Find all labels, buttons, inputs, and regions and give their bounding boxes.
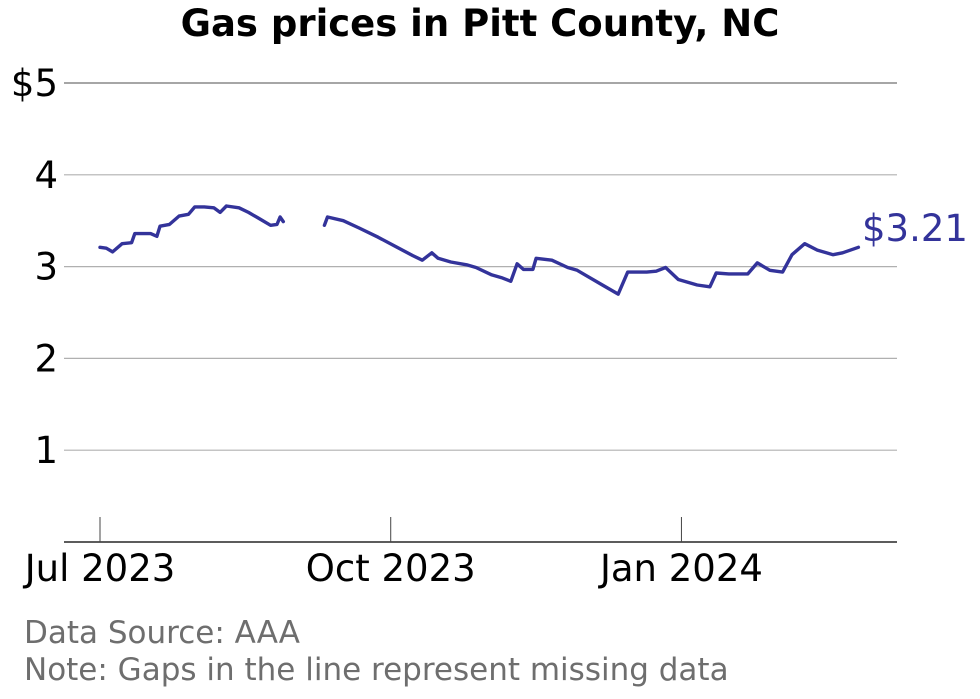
data-source-note: Data Source: AAA	[24, 615, 300, 651]
gridlines	[64, 82, 897, 451]
x-axis-ticks: Jul 2023 Oct 2023 Jan 2024	[23, 517, 763, 590]
y-tick-label: 1	[34, 429, 58, 472]
price-line	[98, 204, 861, 296]
y-tick-label: 3	[34, 246, 58, 289]
price-line-segment	[98, 204, 285, 254]
y-tick-label: 2	[34, 337, 58, 380]
y-tick-label: $5	[11, 62, 58, 105]
latest-price-label: $3.21	[862, 207, 968, 250]
y-axis-ticks: 1 2 3 4 $5	[11, 62, 58, 472]
y-tick-label: 4	[34, 154, 58, 197]
price-line-segment	[322, 215, 861, 296]
chart-title: Gas prices in Pitt County, NC	[180, 2, 780, 45]
x-tick-label: Oct 2023	[306, 547, 476, 590]
missing-data-note: Note: Gaps in the line represent missing…	[24, 652, 729, 688]
x-tick-label: Jul 2023	[23, 547, 176, 590]
x-tick-label: Jan 2024	[598, 547, 763, 590]
